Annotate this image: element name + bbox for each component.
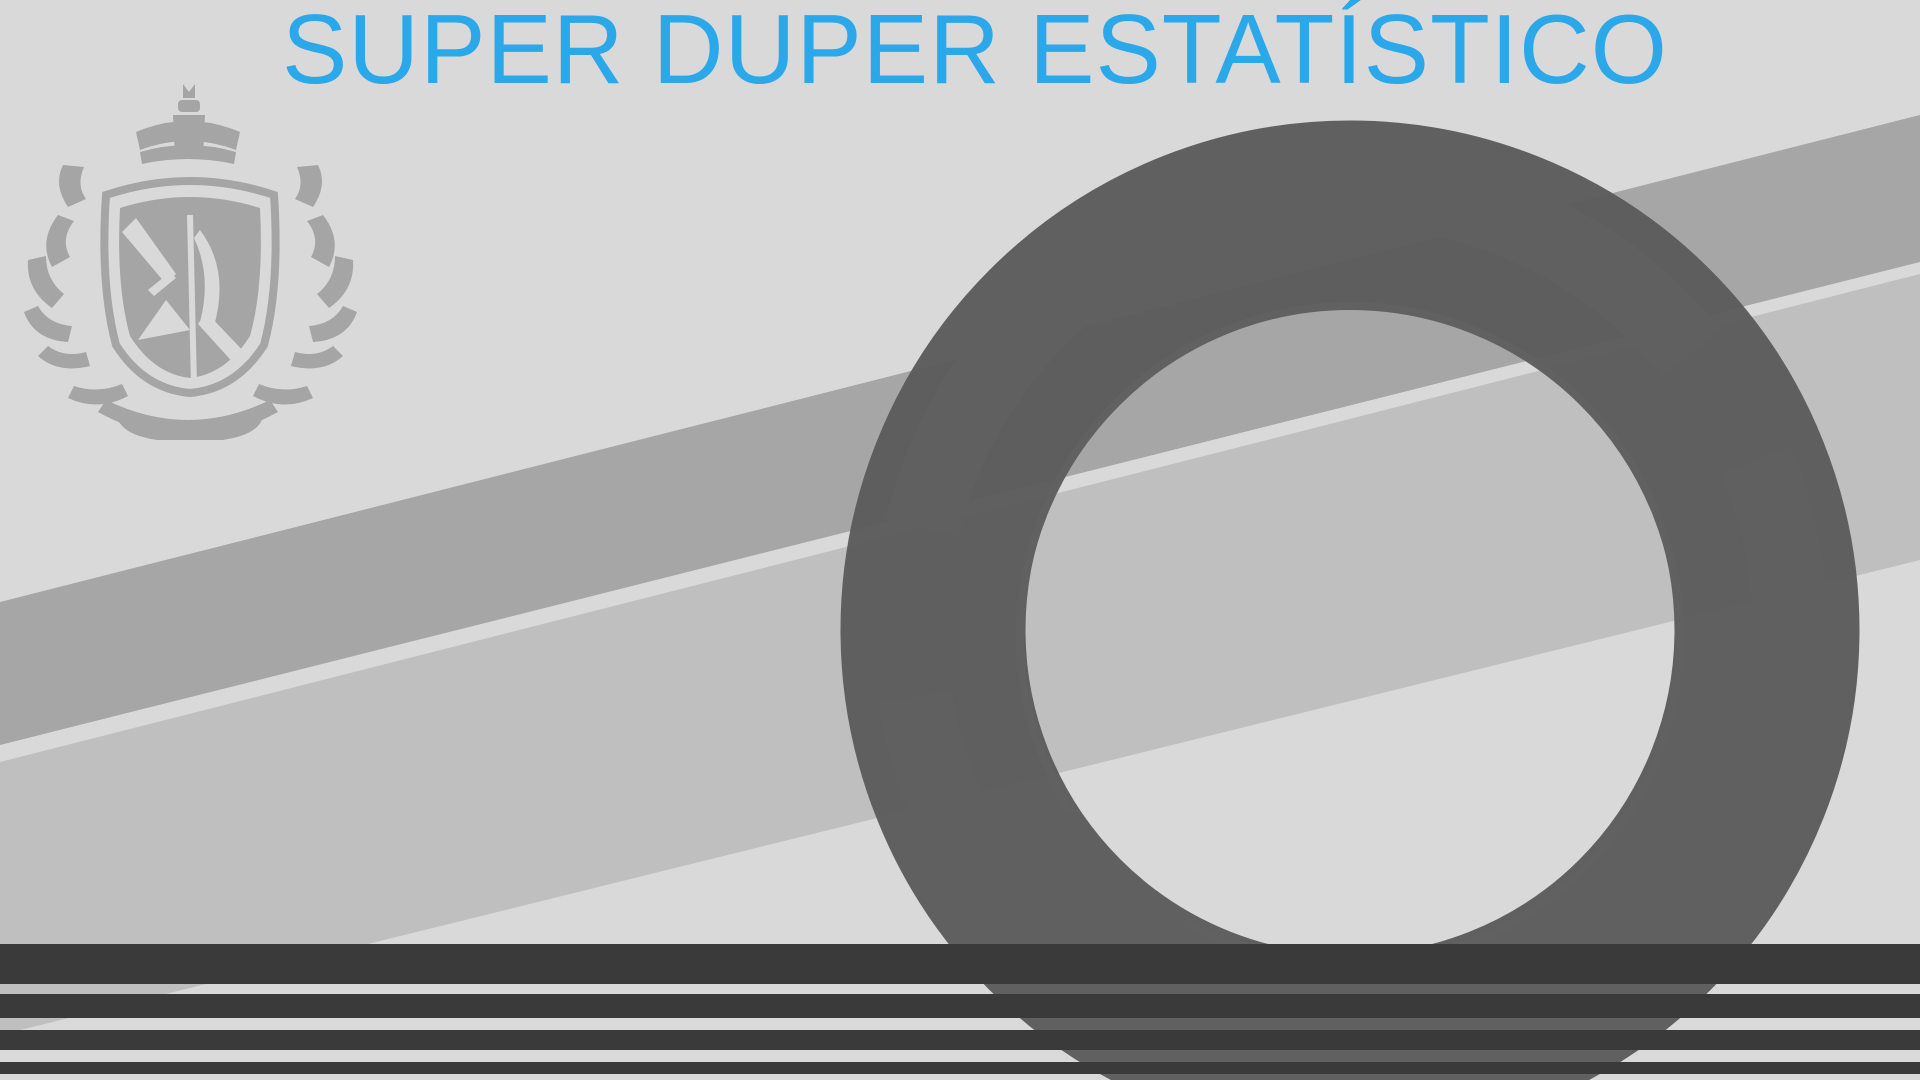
stripe-1 [0, 944, 1920, 984]
slide-title: SUPER DUPER ESTATÍSTICO [281, 0, 1669, 104]
stripe-3 [0, 1030, 1920, 1050]
segmented-ring-arcs [872, 152, 1828, 1080]
royal-crest-icon [24, 84, 357, 440]
stripe-4 [0, 1062, 1920, 1074]
stripe-2 [0, 994, 1920, 1018]
